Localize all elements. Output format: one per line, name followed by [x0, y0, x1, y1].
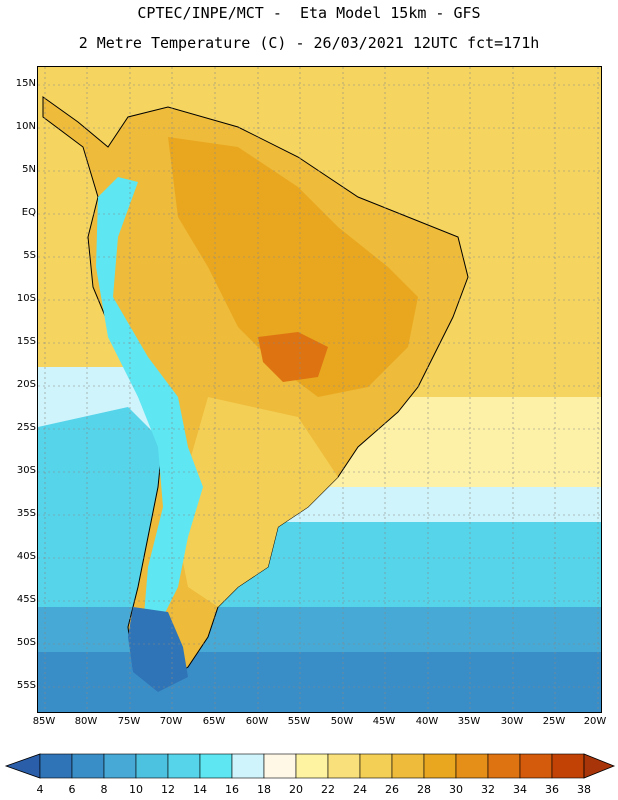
colorbar-cell — [391, 753, 425, 779]
lat-label-5s: 5S — [23, 250, 36, 261]
lat-label-10n: 10N — [15, 121, 36, 132]
ocean-deep-band — [38, 652, 601, 712]
map-subtitle: 2 Metre Temperature (C) - 26/03/2021 12U… — [78, 34, 540, 52]
colorbar-label: 36 — [545, 783, 559, 796]
colorbar-right-arrow — [583, 753, 616, 779]
colorbar-label: 18 — [257, 783, 271, 796]
colorbar-label: 24 — [353, 783, 367, 796]
colorbar-cell — [487, 753, 521, 779]
lat-label-20s: 20S — [16, 379, 36, 390]
lon-label-75w: 75W — [117, 716, 141, 727]
lon-label-25w: 25W — [542, 716, 566, 727]
map-title: CPTEC/INPE/MCT - Eta Model 15km - GFS — [137, 4, 481, 22]
colorbar-label: 26 — [385, 783, 399, 796]
colorbar-cell — [359, 753, 393, 779]
lat-label-5n: 5N — [22, 164, 36, 175]
colorbar-cell — [423, 753, 457, 779]
colorbar-label: 16 — [225, 783, 239, 796]
colorbar-cell — [295, 753, 329, 779]
colorbar-cell — [231, 753, 265, 779]
lat-label-45s: 45S — [16, 594, 36, 605]
colorbar-label: 14 — [193, 783, 207, 796]
lon-label-20w: 20W — [583, 716, 607, 727]
colorbar-cell — [263, 753, 297, 779]
colorbar-label: 6 — [68, 783, 76, 796]
lon-label-55w: 55W — [287, 716, 311, 727]
lat-label-15n: 15N — [15, 78, 36, 89]
colorbar-left-arrow — [4, 753, 41, 779]
colorbar-label: 32 — [481, 783, 495, 796]
lat-label-eq: EQ — [21, 207, 36, 218]
temperature-colorbar — [4, 753, 616, 779]
temperature-map[interactable] — [37, 66, 602, 713]
lon-label-30w: 30W — [500, 716, 524, 727]
lat-label-55s: 55S — [16, 680, 36, 691]
colorbar-cell — [135, 753, 169, 779]
colorbar-label: 28 — [417, 783, 431, 796]
colorbar-label: 12 — [161, 783, 175, 796]
lat-label-30s: 30S — [16, 465, 36, 476]
lon-label-60w: 60W — [245, 716, 269, 727]
lat-label-10s: 10S — [16, 293, 36, 304]
ocean-colder-band — [38, 607, 601, 657]
colorbar-cell — [39, 753, 73, 779]
ocean-cold-band — [38, 522, 601, 612]
lat-label-50s: 50S — [16, 637, 36, 648]
lat-label-25s: 25S — [16, 422, 36, 433]
colorbar-label: 8 — [100, 783, 108, 796]
lon-label-35w: 35W — [457, 716, 481, 727]
colorbar-cell — [327, 753, 361, 779]
pacific-cold-water — [38, 407, 173, 527]
lon-label-80w: 80W — [74, 716, 98, 727]
lon-label-70w: 70W — [159, 716, 183, 727]
colorbar-cell — [551, 753, 585, 779]
colorbar-label: 38 — [577, 783, 591, 796]
graticule — [38, 67, 601, 712]
colorbar-label: 10 — [129, 783, 143, 796]
colorbar-cell — [71, 753, 105, 779]
patagonia-cold — [128, 607, 188, 692]
colorbar-cell — [167, 753, 201, 779]
colorbar-label: 20 — [289, 783, 303, 796]
lat-label-35s: 35S — [16, 508, 36, 519]
lon-label-85w: 85W — [32, 716, 56, 727]
lon-label-40w: 40W — [415, 716, 439, 727]
colorbar-cell — [199, 753, 233, 779]
colorbar-cell — [455, 753, 489, 779]
lon-label-50w: 50W — [330, 716, 354, 727]
lat-label-40s: 40S — [16, 551, 36, 562]
colorbar-cell — [103, 753, 137, 779]
colorbar-label: 34 — [513, 783, 527, 796]
colorbar-cell — [519, 753, 553, 779]
hottest-core — [258, 332, 328, 382]
colorbar-label: 4 — [36, 783, 44, 796]
colorbar-label: 22 — [321, 783, 335, 796]
lat-label-15s: 15S — [16, 336, 36, 347]
colorbar-label: 30 — [449, 783, 463, 796]
lon-label-45w: 45W — [372, 716, 396, 727]
lon-label-65w: 65W — [202, 716, 226, 727]
hot-interior — [168, 137, 418, 397]
andes-cold-strip — [96, 177, 203, 627]
map-svg — [38, 67, 601, 712]
